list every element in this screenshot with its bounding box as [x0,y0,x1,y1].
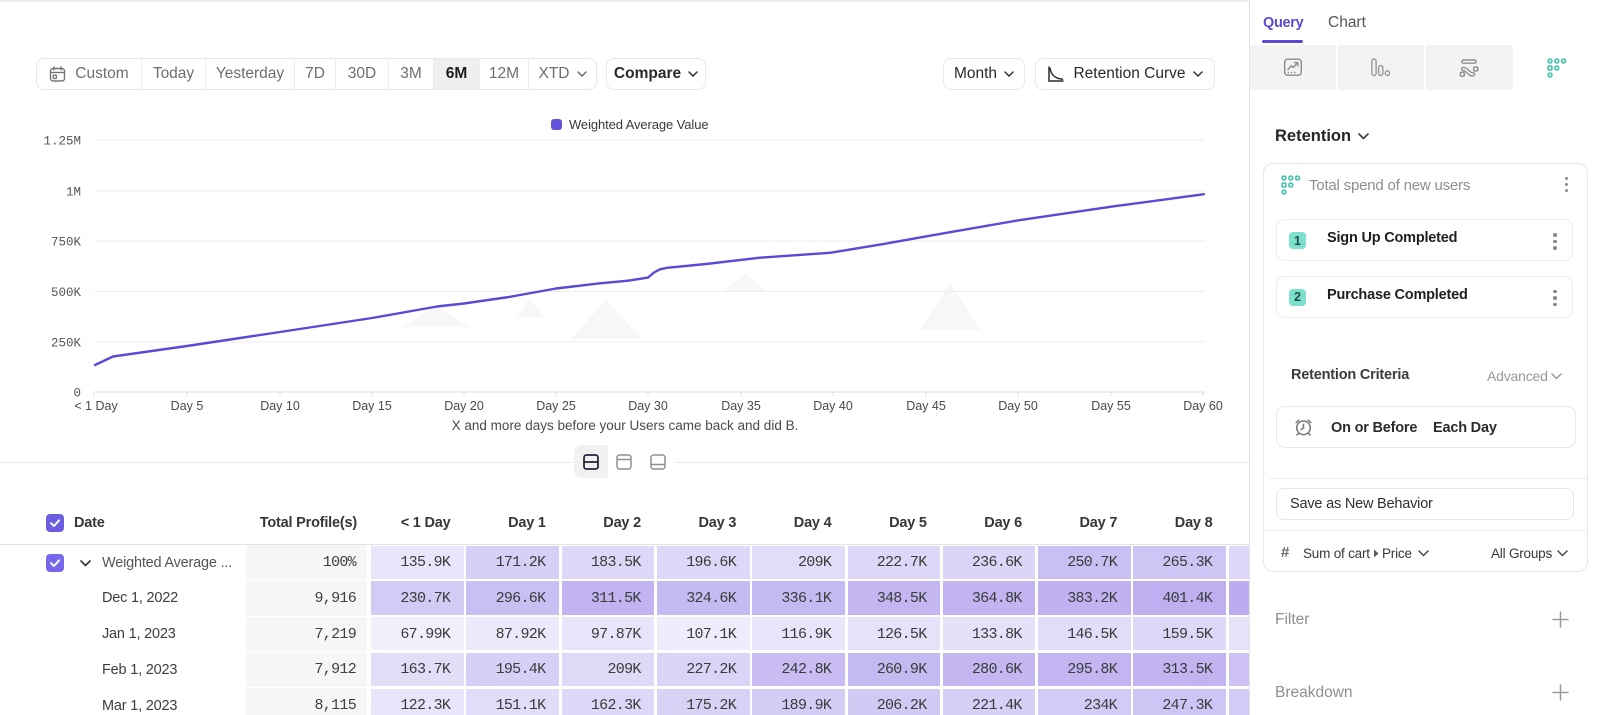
svg-text:750K: 750K [51,236,82,250]
svg-text:Day 10: Day 10 [260,399,300,413]
svg-text:1.25M: 1.25M [43,135,81,149]
svg-text:Day 30: Day 30 [628,399,668,413]
svg-text:< 1 Day: < 1 Day [74,399,118,413]
svg-text:Day 60: Day 60 [1183,399,1223,413]
svg-text:500K: 500K [51,286,82,300]
svg-text:Day 40: Day 40 [813,399,853,413]
svg-text:Day 20: Day 20 [444,399,484,413]
svg-text:Day 35: Day 35 [721,399,761,413]
svg-text:Day 15: Day 15 [352,399,392,413]
svg-text:Day 55: Day 55 [1091,399,1131,413]
svg-text:Day 45: Day 45 [906,399,946,413]
svg-text:Day 5: Day 5 [171,399,204,413]
svg-text:250K: 250K [51,337,82,351]
svg-text:1M: 1M [66,186,81,200]
svg-text:0: 0 [73,387,81,401]
svg-text:Day 25: Day 25 [536,399,576,413]
svg-text:Day 50: Day 50 [998,399,1038,413]
